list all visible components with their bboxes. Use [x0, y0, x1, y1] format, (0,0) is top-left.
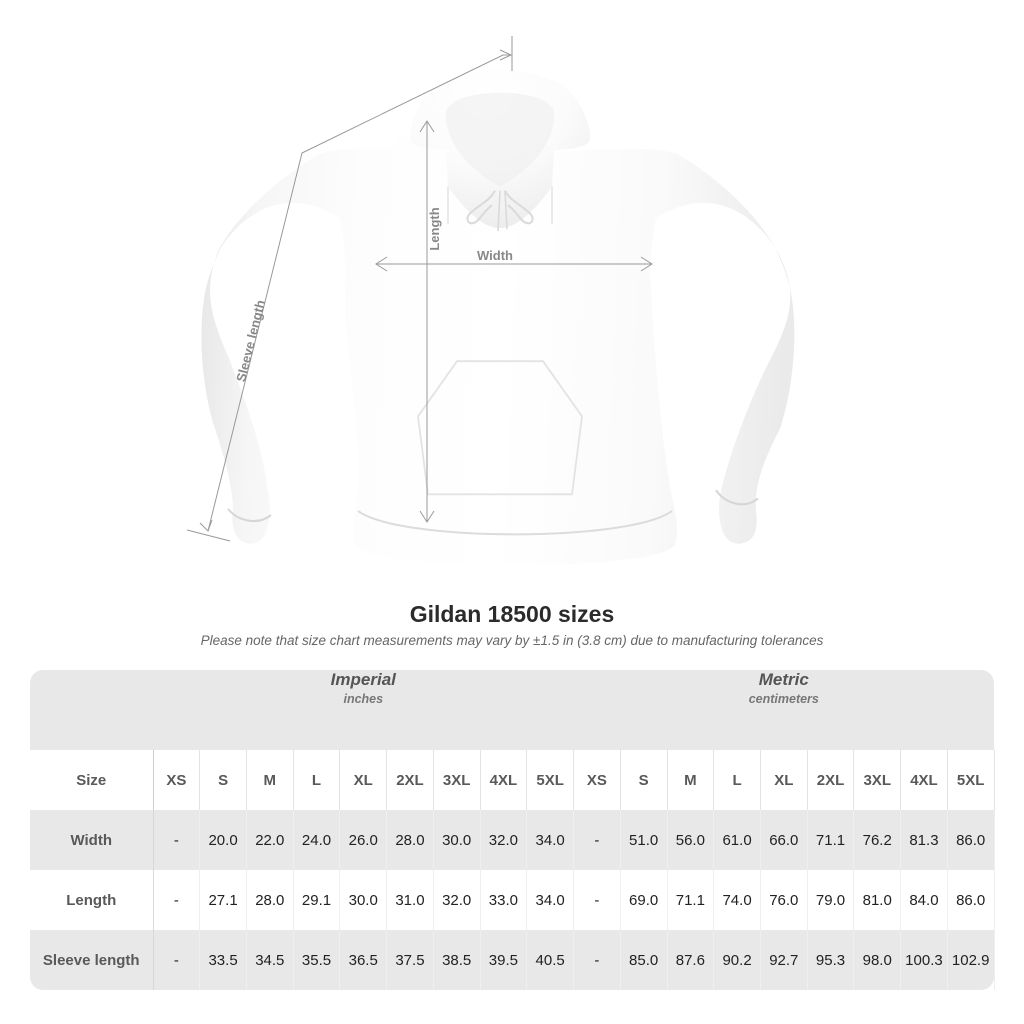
svg-text:Sleeve length: Sleeve length	[233, 298, 268, 383]
svg-text:Length: Length	[427, 207, 442, 250]
svg-text:Width: Width	[477, 248, 513, 263]
